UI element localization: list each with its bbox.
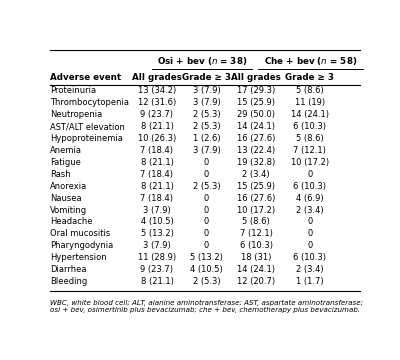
Text: 14 (24.1): 14 (24.1)	[291, 110, 329, 119]
Text: 4 (10.5): 4 (10.5)	[140, 217, 173, 226]
Text: Grade ≥ 3: Grade ≥ 3	[182, 72, 231, 81]
Text: 8 (21.1): 8 (21.1)	[140, 277, 173, 286]
Text: 11 (28.9): 11 (28.9)	[138, 253, 176, 262]
Text: 6 (10.3): 6 (10.3)	[240, 241, 273, 250]
Text: 0: 0	[307, 217, 312, 226]
Text: 10 (26.3): 10 (26.3)	[138, 134, 176, 143]
Text: All grades: All grades	[231, 72, 281, 81]
Text: 2 (3.4): 2 (3.4)	[296, 265, 324, 274]
Text: AST/ALT elevation: AST/ALT elevation	[50, 122, 125, 131]
Text: 9 (23.7): 9 (23.7)	[140, 265, 174, 274]
Text: 0: 0	[204, 194, 209, 203]
Text: 9 (23.7): 9 (23.7)	[140, 110, 174, 119]
Text: 7 (12.1): 7 (12.1)	[293, 146, 326, 155]
Text: 0: 0	[204, 158, 209, 167]
Text: 0: 0	[204, 170, 209, 179]
Text: 6 (10.3): 6 (10.3)	[293, 182, 326, 191]
Text: Vomiting: Vomiting	[50, 206, 87, 215]
Text: 11 (19): 11 (19)	[295, 98, 325, 107]
Text: 12 (31.6): 12 (31.6)	[138, 98, 176, 107]
Text: Fatigue: Fatigue	[50, 158, 81, 167]
Text: Adverse event: Adverse event	[50, 72, 121, 81]
Text: 2 (5.3): 2 (5.3)	[193, 182, 220, 191]
Text: 7 (18.4): 7 (18.4)	[140, 146, 174, 155]
Text: 15 (25.9): 15 (25.9)	[237, 182, 275, 191]
Text: 6 (10.3): 6 (10.3)	[293, 122, 326, 131]
Text: 7 (18.4): 7 (18.4)	[140, 170, 174, 179]
Text: 8 (21.1): 8 (21.1)	[140, 182, 173, 191]
Text: 14 (24.1): 14 (24.1)	[237, 265, 275, 274]
Text: 0: 0	[204, 241, 209, 250]
Text: 2 (5.3): 2 (5.3)	[193, 122, 220, 131]
Text: 3 (7.9): 3 (7.9)	[143, 241, 171, 250]
Text: 5 (8.6): 5 (8.6)	[296, 86, 324, 95]
Text: 0: 0	[204, 229, 209, 238]
Text: 1 (2.6): 1 (2.6)	[193, 134, 220, 143]
Text: 13 (22.4): 13 (22.4)	[237, 146, 275, 155]
Text: Osi + bev ($n$ = 38): Osi + bev ($n$ = 38)	[157, 55, 247, 67]
Text: 6 (10.3): 6 (10.3)	[293, 253, 326, 262]
Text: 18 (31): 18 (31)	[241, 253, 271, 262]
Text: Nausea: Nausea	[50, 194, 82, 203]
Text: 2 (5.3): 2 (5.3)	[193, 110, 220, 119]
Text: 1 (1.7): 1 (1.7)	[296, 277, 324, 286]
Text: 5 (8.6): 5 (8.6)	[296, 134, 324, 143]
Text: Headache: Headache	[50, 217, 92, 226]
Text: 3 (7.9): 3 (7.9)	[193, 146, 220, 155]
Text: 5 (8.6): 5 (8.6)	[242, 217, 270, 226]
Text: 2 (3.4): 2 (3.4)	[242, 170, 270, 179]
Text: 0: 0	[307, 229, 312, 238]
Text: 10 (17.2): 10 (17.2)	[237, 206, 275, 215]
Text: 4 (10.5): 4 (10.5)	[190, 265, 223, 274]
Text: 17 (29.3): 17 (29.3)	[237, 86, 275, 95]
Text: 8 (21.1): 8 (21.1)	[140, 158, 173, 167]
Text: 0: 0	[204, 206, 209, 215]
Text: Pharyngodynia: Pharyngodynia	[50, 241, 113, 250]
Text: Anorexia: Anorexia	[50, 182, 87, 191]
Text: 8 (21.1): 8 (21.1)	[140, 122, 173, 131]
Text: 7 (12.1): 7 (12.1)	[240, 229, 272, 238]
Text: 7 (18.4): 7 (18.4)	[140, 194, 174, 203]
Text: WBC, white blood cell; ALT, alanine aminotransferase; AST, aspartate aminotransf: WBC, white blood cell; ALT, alanine amin…	[50, 300, 363, 312]
Text: 3 (7.9): 3 (7.9)	[143, 206, 171, 215]
Text: Proteinuria: Proteinuria	[50, 86, 96, 95]
Text: 4 (6.9): 4 (6.9)	[296, 194, 324, 203]
Text: 15 (25.9): 15 (25.9)	[237, 98, 275, 107]
Text: Hypoproteinemia: Hypoproteinemia	[50, 134, 123, 143]
Text: 29 (50.0): 29 (50.0)	[237, 110, 275, 119]
Text: 14 (24.1): 14 (24.1)	[237, 122, 275, 131]
Text: Bleeding: Bleeding	[50, 277, 87, 286]
Text: 5 (13.2): 5 (13.2)	[190, 253, 223, 262]
Text: 12 (20.7): 12 (20.7)	[237, 277, 275, 286]
Text: 0: 0	[204, 217, 209, 226]
Text: All grades: All grades	[132, 72, 182, 81]
Text: Anemia: Anemia	[50, 146, 82, 155]
Text: 2 (5.3): 2 (5.3)	[193, 277, 220, 286]
Text: Neutropenia: Neutropenia	[50, 110, 102, 119]
Text: 5 (13.2): 5 (13.2)	[140, 229, 173, 238]
Text: Hypertension: Hypertension	[50, 253, 107, 262]
Text: Thrombocytopenia: Thrombocytopenia	[50, 98, 129, 107]
Text: 16 (27.6): 16 (27.6)	[237, 134, 275, 143]
Text: 0: 0	[307, 170, 312, 179]
Text: 10 (17.2): 10 (17.2)	[291, 158, 329, 167]
Text: 3 (7.9): 3 (7.9)	[193, 86, 220, 95]
Text: 0: 0	[307, 241, 312, 250]
Text: Oral mucositis: Oral mucositis	[50, 229, 110, 238]
Text: 2 (3.4): 2 (3.4)	[296, 206, 324, 215]
Text: 16 (27.6): 16 (27.6)	[237, 194, 275, 203]
Text: Rash: Rash	[50, 170, 71, 179]
Text: Che + bev ($n$ = 58): Che + bev ($n$ = 58)	[264, 55, 357, 67]
Text: 13 (34.2): 13 (34.2)	[138, 86, 176, 95]
Text: 19 (32.8): 19 (32.8)	[237, 158, 275, 167]
Text: 3 (7.9): 3 (7.9)	[193, 98, 220, 107]
Text: Diarrhea: Diarrhea	[50, 265, 86, 274]
Text: Grade ≥ 3: Grade ≥ 3	[285, 72, 334, 81]
